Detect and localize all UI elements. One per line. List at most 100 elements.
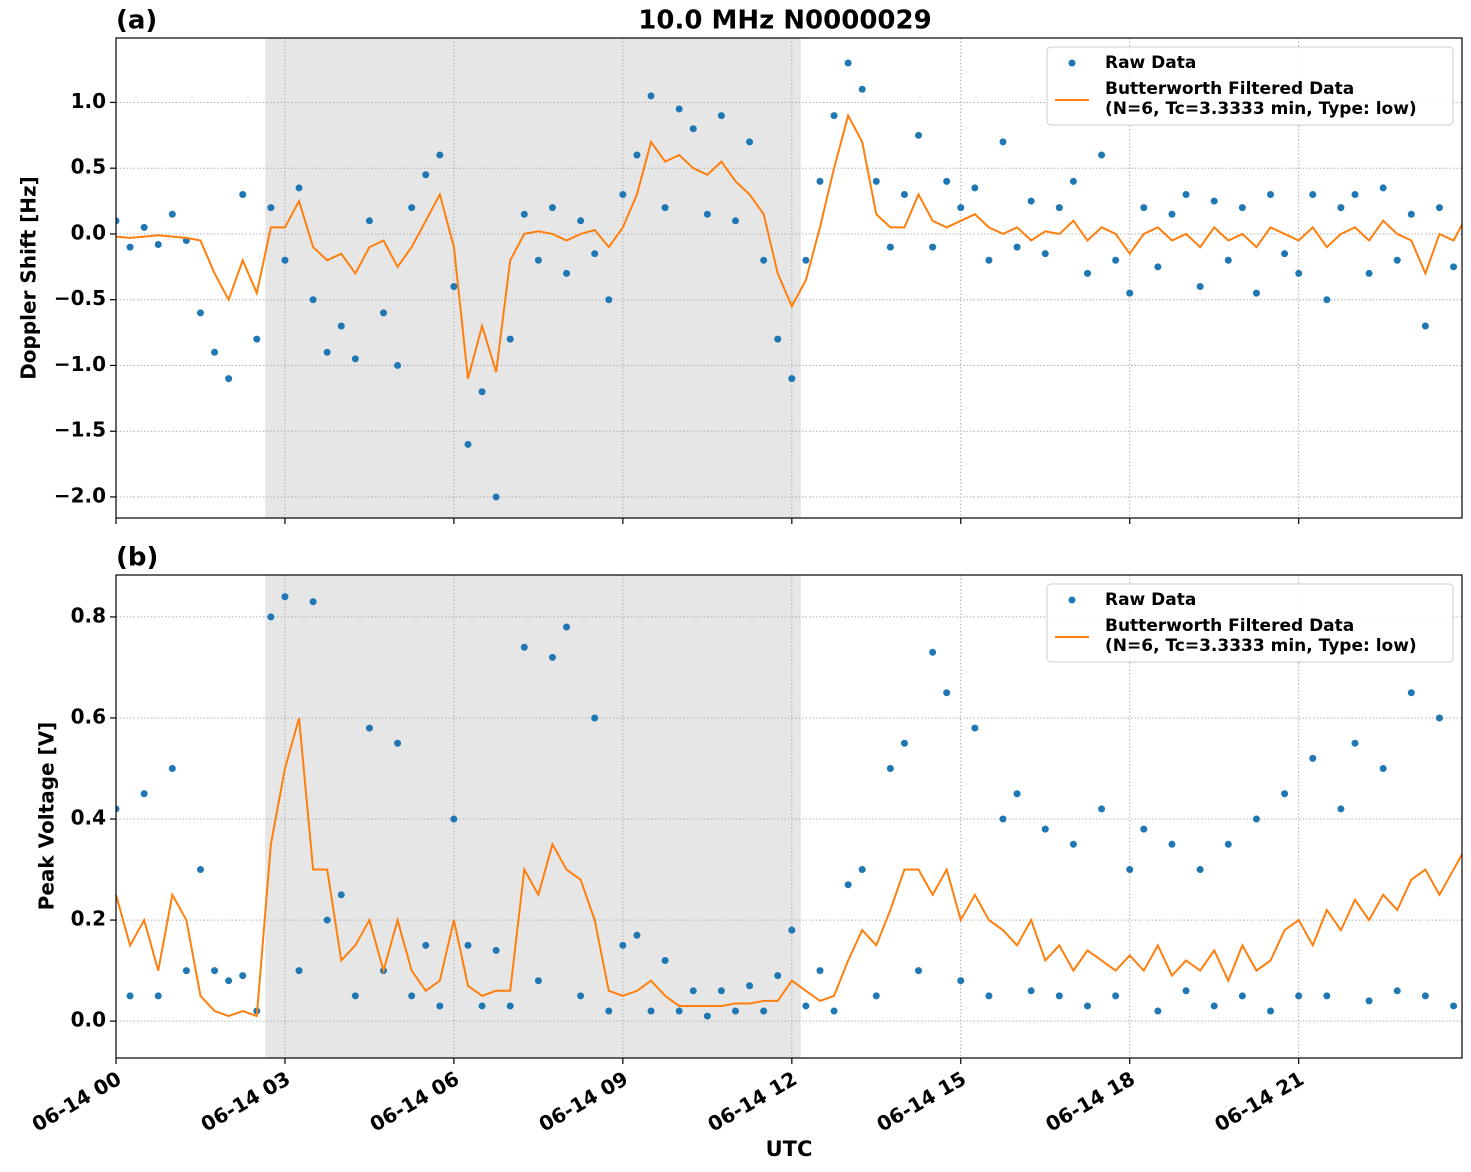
raw-point bbox=[999, 815, 1007, 823]
raw-point bbox=[816, 177, 824, 185]
plot-area bbox=[116, 593, 1462, 1020]
raw-point bbox=[1379, 184, 1387, 192]
raw-point bbox=[323, 916, 331, 924]
raw-point bbox=[1027, 197, 1035, 205]
raw-point bbox=[577, 217, 585, 225]
raw-point bbox=[816, 967, 824, 975]
raw-point bbox=[1027, 987, 1035, 995]
raw-point bbox=[1351, 739, 1359, 747]
legend-box bbox=[1046, 46, 1454, 126]
raw-point bbox=[563, 623, 571, 631]
raw-point bbox=[886, 765, 894, 773]
raw-point bbox=[1013, 243, 1021, 251]
raw-point bbox=[563, 269, 571, 277]
raw-point bbox=[534, 977, 542, 985]
raw-point bbox=[675, 105, 683, 113]
raw-point bbox=[1055, 204, 1063, 212]
raw-point bbox=[309, 598, 317, 606]
raw-point bbox=[168, 765, 176, 773]
raw-point bbox=[1083, 269, 1091, 277]
raw-point bbox=[253, 335, 261, 343]
raw-point bbox=[915, 967, 923, 975]
legend-line-text: (N=6, Tc=3.3333 min, Type: low) bbox=[1105, 636, 1417, 656]
raw-point bbox=[281, 256, 289, 264]
raw-point bbox=[1182, 987, 1190, 995]
raw-point bbox=[211, 348, 219, 356]
plot-area bbox=[116, 59, 1462, 501]
raw-point bbox=[520, 210, 528, 218]
raw-point bbox=[1210, 197, 1218, 205]
raw-point bbox=[1168, 210, 1176, 218]
raw-point bbox=[1013, 790, 1021, 798]
raw-point bbox=[802, 256, 810, 264]
raw-point bbox=[182, 967, 190, 975]
raw-point bbox=[116, 805, 120, 813]
legend-entry: Raw Data bbox=[1105, 53, 1196, 73]
raw-point bbox=[731, 1007, 739, 1015]
raw-point bbox=[1098, 151, 1106, 159]
raw-point bbox=[506, 1002, 514, 1010]
y-tick-label: 0.6 bbox=[71, 704, 106, 728]
raw-point bbox=[872, 992, 880, 1000]
raw-point bbox=[464, 440, 472, 448]
raw-point bbox=[929, 648, 937, 656]
raw-point bbox=[661, 204, 669, 212]
raw-point bbox=[1238, 204, 1246, 212]
raw-point bbox=[1379, 765, 1387, 773]
raw-point bbox=[802, 1002, 810, 1010]
raw-point bbox=[464, 941, 472, 949]
raw-point bbox=[1421, 992, 1429, 1000]
legend-line-text: (N=6, Tc=3.3333 min, Type: low) bbox=[1105, 99, 1417, 119]
raw-point bbox=[295, 967, 303, 975]
filtered-line bbox=[116, 717, 1462, 1018]
raw-point bbox=[1154, 1007, 1162, 1015]
axes-frame bbox=[115, 574, 1463, 1059]
raw-point bbox=[450, 283, 458, 291]
raw-point bbox=[1140, 825, 1148, 833]
raw-point bbox=[1365, 269, 1373, 277]
raw-point bbox=[337, 891, 345, 899]
raw-point bbox=[1252, 289, 1260, 297]
raw-point bbox=[239, 972, 247, 980]
raw-point bbox=[1126, 289, 1134, 297]
raw-point bbox=[422, 941, 430, 949]
raw-point bbox=[154, 992, 162, 1000]
raw-point bbox=[380, 309, 388, 317]
y-tick-label: −1.0 bbox=[54, 352, 106, 376]
y-tick-label: 1.0 bbox=[71, 89, 106, 113]
raw-point bbox=[760, 1007, 768, 1015]
raw-point bbox=[591, 250, 599, 258]
raw-point bbox=[450, 815, 458, 823]
raw-point bbox=[351, 355, 359, 363]
raw-point bbox=[422, 171, 430, 179]
legend-entry: Raw Data bbox=[1105, 590, 1196, 610]
raw-point bbox=[154, 240, 162, 248]
raw-point bbox=[140, 790, 148, 798]
raw-point bbox=[760, 256, 768, 264]
raw-point bbox=[1281, 790, 1289, 798]
raw-point bbox=[788, 375, 796, 383]
raw-point bbox=[126, 992, 134, 1000]
raw-point bbox=[746, 982, 754, 990]
chart-title: 10.0 MHz N0000029 bbox=[638, 6, 931, 36]
y-tick-label: 0.0 bbox=[71, 220, 106, 244]
raw-point bbox=[1337, 805, 1345, 813]
raw-point bbox=[1267, 1007, 1275, 1015]
raw-point bbox=[548, 653, 556, 661]
raw-point bbox=[140, 223, 148, 231]
raw-point bbox=[1323, 992, 1331, 1000]
raw-point bbox=[703, 210, 711, 218]
raw-point bbox=[985, 256, 993, 264]
raw-point bbox=[844, 59, 852, 67]
raw-point bbox=[1337, 204, 1345, 212]
y-tick-label: 0.2 bbox=[71, 907, 106, 931]
raw-point bbox=[1224, 256, 1232, 264]
raw-point bbox=[774, 972, 782, 980]
raw-point bbox=[577, 992, 585, 1000]
raw-point bbox=[1041, 825, 1049, 833]
raw-point bbox=[1351, 190, 1359, 198]
raw-point bbox=[1365, 997, 1373, 1005]
filtered-line bbox=[116, 112, 1462, 379]
raw-point bbox=[267, 204, 275, 212]
